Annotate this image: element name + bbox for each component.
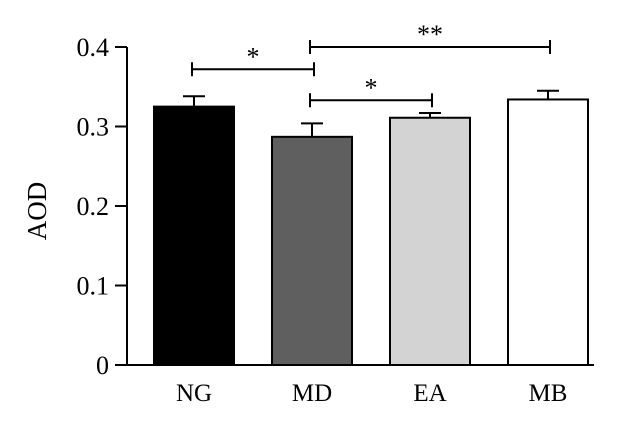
error-bar-md bbox=[301, 122, 323, 137]
y-tick-label: 0.2 bbox=[77, 192, 110, 221]
bars bbox=[153, 98, 589, 366]
significance-bracket: ** bbox=[309, 20, 551, 54]
x-tick-labels: NG MD EA MB bbox=[176, 380, 568, 407]
y-tick-label: 0 bbox=[96, 351, 109, 380]
y-tick-label: 0.4 bbox=[77, 33, 110, 62]
significance-label: * bbox=[365, 73, 378, 102]
significance-bracket: * bbox=[191, 42, 315, 77]
y-ticks: 0 0.1 0.2 0.3 0.4 bbox=[77, 33, 127, 380]
y-axis-label: AOD bbox=[22, 182, 52, 241]
y-tick-label: 0.3 bbox=[77, 113, 110, 142]
error-bar-mb bbox=[537, 89, 559, 100]
bar-ea bbox=[389, 116, 471, 366]
bar-md bbox=[271, 135, 353, 366]
y-tick-label: 0.1 bbox=[77, 272, 110, 301]
x-tick-label: EA bbox=[413, 380, 446, 407]
significance-label: ** bbox=[417, 20, 443, 49]
x-tick-label: MD bbox=[292, 380, 332, 407]
significance-label: * bbox=[247, 42, 260, 71]
x-tick-label: MB bbox=[529, 380, 568, 407]
error-bar-ea bbox=[419, 111, 441, 118]
significance-brackets: **** bbox=[191, 20, 551, 108]
error-bar-ng bbox=[183, 95, 205, 107]
significance-bracket: * bbox=[309, 73, 433, 108]
bar-mb bbox=[507, 98, 589, 366]
x-tick-label: NG bbox=[176, 380, 212, 407]
bar-ng bbox=[153, 105, 235, 366]
error-bars bbox=[183, 89, 559, 137]
